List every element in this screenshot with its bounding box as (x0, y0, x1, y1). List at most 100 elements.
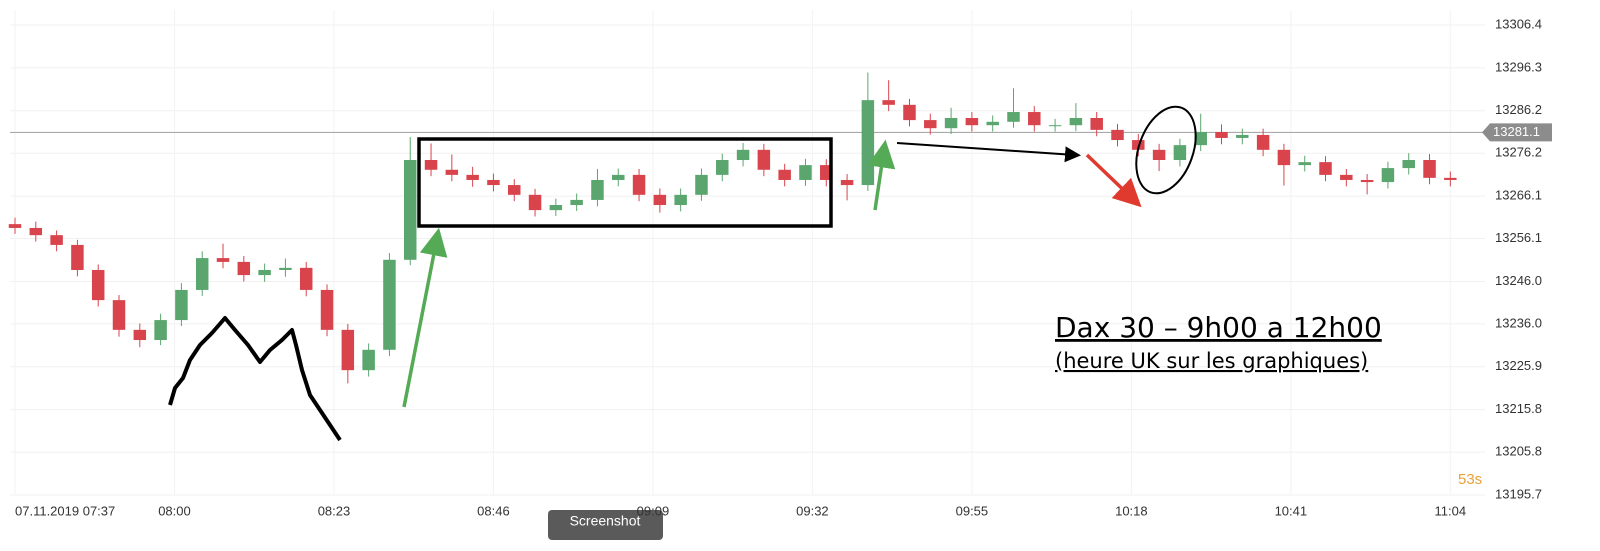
candle-body (840, 179, 854, 186)
y-tick-label: 13205.8 (1495, 444, 1542, 459)
candle-body (1173, 145, 1187, 161)
range-box (417, 137, 833, 228)
candle-body (487, 179, 500, 186)
y-tick-label: 13246.0 (1495, 273, 1542, 288)
y-tick-label: 13195.7 (1495, 486, 1542, 501)
arrow (896, 142, 1081, 163)
candle-body (279, 267, 292, 270)
candle-body (674, 194, 687, 206)
candle-body (424, 160, 438, 170)
x-tick-label: 08:00 (158, 503, 191, 518)
candle-body (320, 289, 334, 330)
candle-body (175, 289, 188, 321)
candle-body (549, 205, 563, 211)
candle-body (362, 349, 375, 371)
candle-body (237, 261, 251, 276)
candle-body (1381, 168, 1395, 183)
candle-body (1402, 160, 1415, 169)
candle-body (716, 160, 729, 175)
candle-body (1360, 179, 1374, 183)
candle-body (1090, 117, 1103, 130)
candle-body (903, 104, 916, 121)
candle-body (1277, 149, 1291, 166)
candle-body (258, 269, 271, 276)
candle-body (778, 169, 791, 180)
y-tick-label: 13306.4 (1495, 16, 1542, 31)
current-price-label: 13281.1 (1493, 124, 1540, 139)
screenshot-button-label[interactable]: Screenshot (570, 513, 641, 529)
annotation-title: Dax 30 – 9h00 a 12h00 (1055, 311, 1382, 344)
arrow (402, 227, 448, 408)
candle-body (466, 174, 479, 180)
candle-body (1444, 177, 1457, 180)
candle-body (1007, 112, 1020, 122)
candle-body (757, 149, 771, 170)
candle-body (154, 320, 167, 341)
screenshot-button[interactable] (548, 510, 663, 540)
current-price-tag (1482, 123, 1552, 142)
candle-body (612, 174, 625, 180)
candle-body (861, 100, 875, 186)
candle-body (91, 269, 105, 301)
candle-body (445, 169, 459, 175)
candle-body (1298, 162, 1311, 166)
x-tick-label: 07.11.2019 07:37 (15, 503, 115, 518)
candle-body (591, 179, 604, 200)
arrow (1085, 153, 1142, 208)
x-tick-label: 09:32 (796, 503, 829, 518)
y-tick-label: 13286.2 (1495, 102, 1542, 117)
candle-body (924, 120, 937, 129)
x-tick-label: 10:18 (1115, 503, 1148, 518)
countdown: 53s (1458, 471, 1482, 488)
candle-body (1215, 131, 1228, 138)
candle-body (632, 174, 646, 195)
candle-body (1111, 129, 1124, 141)
candle-body (528, 194, 542, 211)
x-tick-label: 08:46 (477, 503, 510, 518)
candle-body (29, 227, 43, 236)
candle-body (1256, 134, 1270, 150)
candle-body (403, 160, 417, 260)
x-tick-label: 10:41 (1275, 503, 1308, 518)
candle-body (1319, 162, 1332, 175)
y-tick-label: 13296.3 (1495, 59, 1542, 74)
candle-body (1048, 125, 1062, 127)
y-tick-label: 13256.1 (1495, 230, 1542, 245)
candle-body (799, 165, 812, 180)
candle-body (383, 259, 396, 350)
candle-body (71, 244, 84, 270)
y-tick-label: 13215.8 (1495, 401, 1542, 416)
candle-body (1423, 160, 1436, 178)
y-tick-label: 13266.1 (1495, 188, 1542, 203)
x-tick-label: 11:04 (1435, 503, 1467, 518)
candle-body (882, 100, 895, 105)
y-tick-label: 13276.2 (1495, 145, 1542, 160)
x-tick-label: 09:55 (956, 503, 989, 518)
candle-body (133, 329, 147, 341)
candle-body (1236, 134, 1249, 138)
candle-body (299, 267, 313, 290)
candle-body (695, 174, 708, 195)
candle-body (736, 149, 750, 161)
candle-body (50, 235, 63, 245)
candle-body (112, 300, 126, 330)
candle-body (341, 329, 355, 371)
candle-body (986, 121, 999, 126)
x-tick-label: 09:09 (637, 503, 670, 518)
candle-body (1152, 149, 1166, 161)
highlight-ellipse (1135, 105, 1197, 195)
candle-body (570, 199, 583, 206)
annotation-subtitle: (heure UK sur les graphiques) (1055, 349, 1368, 373)
y-tick-label: 13236.0 (1495, 315, 1542, 330)
arrow (867, 139, 896, 211)
candle-body (1028, 112, 1041, 126)
candle-body (653, 194, 667, 206)
candle-body (8, 224, 22, 228)
candle-body (216, 258, 230, 262)
candle-body (965, 117, 979, 126)
candle-body (1069, 117, 1083, 126)
candle-body (195, 258, 209, 290)
candle-body (1340, 174, 1353, 180)
